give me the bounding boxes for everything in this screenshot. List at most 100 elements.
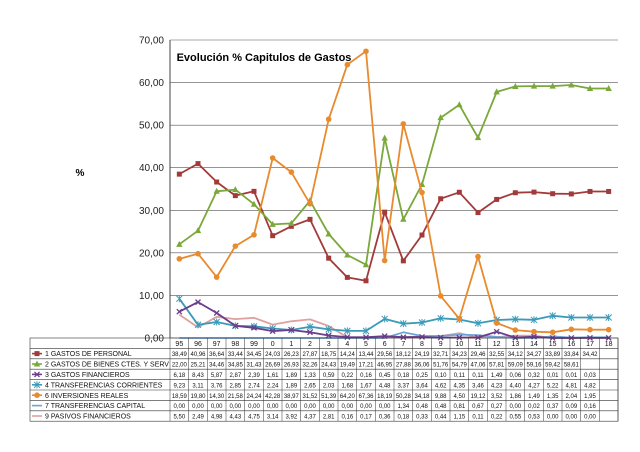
legend-label: 9 PASIVOS FINANCIEROS — [45, 414, 131, 421]
data-label: 0,16 — [360, 373, 372, 379]
data-label: 4,62 — [435, 383, 447, 389]
data-point — [269, 155, 276, 161]
data-label: 0,00 — [323, 404, 335, 410]
x-tick-label: 4 — [345, 341, 349, 348]
data-point — [530, 316, 538, 324]
data-point — [251, 232, 257, 238]
data-label: 3,14 — [267, 415, 279, 421]
data-label: 0,27 — [491, 404, 503, 410]
data-point — [438, 196, 444, 202]
data-point — [456, 334, 463, 341]
data-label: 34,85 — [228, 363, 244, 369]
x-tick-label: 0 — [271, 341, 275, 348]
data-point — [400, 334, 407, 341]
data-point — [549, 329, 556, 336]
data-label: 3,92 — [285, 415, 297, 421]
data-point — [344, 251, 351, 258]
data-label: 0,11 — [454, 373, 466, 379]
data-label: 0,00 — [379, 404, 391, 410]
data-label: 0,00 — [267, 404, 279, 410]
series-line — [178, 298, 609, 332]
data-label: 13,44 — [358, 352, 374, 358]
data-point — [195, 299, 201, 306]
data-point — [400, 121, 407, 127]
data-label: 0,22 — [341, 373, 353, 379]
data-label: 29,46 — [470, 352, 486, 358]
x-tick-label: 5 — [364, 341, 368, 348]
data-point — [549, 82, 556, 89]
data-point — [194, 321, 202, 329]
data-point — [269, 220, 276, 227]
data-point — [34, 371, 40, 378]
data-point — [195, 250, 201, 257]
chart-gridlines — [170, 39, 618, 339]
data-label: 36,06 — [414, 363, 430, 369]
data-point — [530, 82, 538, 89]
data-label: 59,16 — [526, 363, 542, 369]
chart-title: Evolución % Capitulos de Gastos — [177, 52, 352, 64]
data-label: 4,48 — [379, 383, 391, 389]
data-point — [493, 328, 500, 335]
data-label: 0,33 — [416, 415, 428, 421]
data-point — [493, 88, 500, 95]
y-tick-label: 70,00 — [139, 36, 164, 47]
data-point — [587, 188, 593, 194]
data-label: 29,56 — [377, 352, 393, 358]
data-point — [288, 326, 295, 333]
data-label: 0,03 — [584, 373, 596, 379]
data-label: 26,23 — [284, 352, 300, 358]
data-label: 38,97 — [284, 394, 300, 400]
data-label: 2,04 — [565, 394, 577, 400]
x-tick-label: 16 — [567, 341, 575, 348]
data-point — [176, 308, 183, 315]
data-label: 59,42 — [545, 363, 561, 369]
chart-series — [175, 48, 613, 341]
x-tick-label: 99 — [250, 341, 258, 348]
x-tick-label: 98 — [231, 341, 239, 348]
data-label: 0,25 — [416, 373, 428, 379]
data-label: 24,24 — [246, 394, 262, 400]
data-label: 54,79 — [452, 363, 468, 369]
x-tick-label: 9 — [439, 341, 443, 348]
data-point — [194, 227, 202, 234]
data-point — [568, 81, 575, 88]
data-label: 67,36 — [358, 394, 374, 400]
data-point — [34, 351, 40, 357]
data-label: 31,43 — [246, 363, 262, 369]
data-label: 0,00 — [192, 404, 204, 410]
data-label: 0,10 — [435, 373, 447, 379]
data-point — [511, 315, 519, 323]
data-label: 0,17 — [360, 415, 372, 421]
data-point — [512, 190, 518, 196]
data-label: 5,50 — [173, 415, 185, 421]
data-label: 9,88 — [435, 394, 447, 400]
data-point — [418, 319, 426, 327]
data-label: 4,98 — [211, 415, 223, 421]
x-tick-label: 7 — [401, 341, 405, 348]
series-line — [178, 84, 609, 266]
data-label: 26,93 — [284, 363, 300, 369]
data-point — [307, 201, 313, 207]
data-label: 2,49 — [192, 415, 204, 421]
data-point — [213, 274, 220, 280]
x-tick-label: 1 — [289, 341, 293, 348]
data-label: 0,45 — [379, 373, 391, 379]
data-label: 0,67 — [472, 404, 484, 410]
data-point — [232, 243, 239, 249]
data-label: 0,00 — [584, 415, 596, 421]
data-point — [269, 328, 276, 335]
data-point — [176, 171, 182, 177]
data-point — [475, 210, 481, 216]
data-label: 4,82 — [584, 383, 596, 389]
data-label: 0,00 — [304, 404, 316, 410]
data-point — [512, 327, 519, 333]
data-label: 0,16 — [341, 415, 353, 421]
data-point — [176, 256, 183, 262]
data-label: 1,34 — [397, 404, 409, 410]
data-label: 0,00 — [211, 404, 223, 410]
series-line — [178, 162, 609, 282]
data-point — [307, 216, 313, 222]
data-label: 4,75 — [248, 415, 260, 421]
data-label: 4,43 — [229, 415, 241, 421]
data-point — [381, 257, 388, 264]
